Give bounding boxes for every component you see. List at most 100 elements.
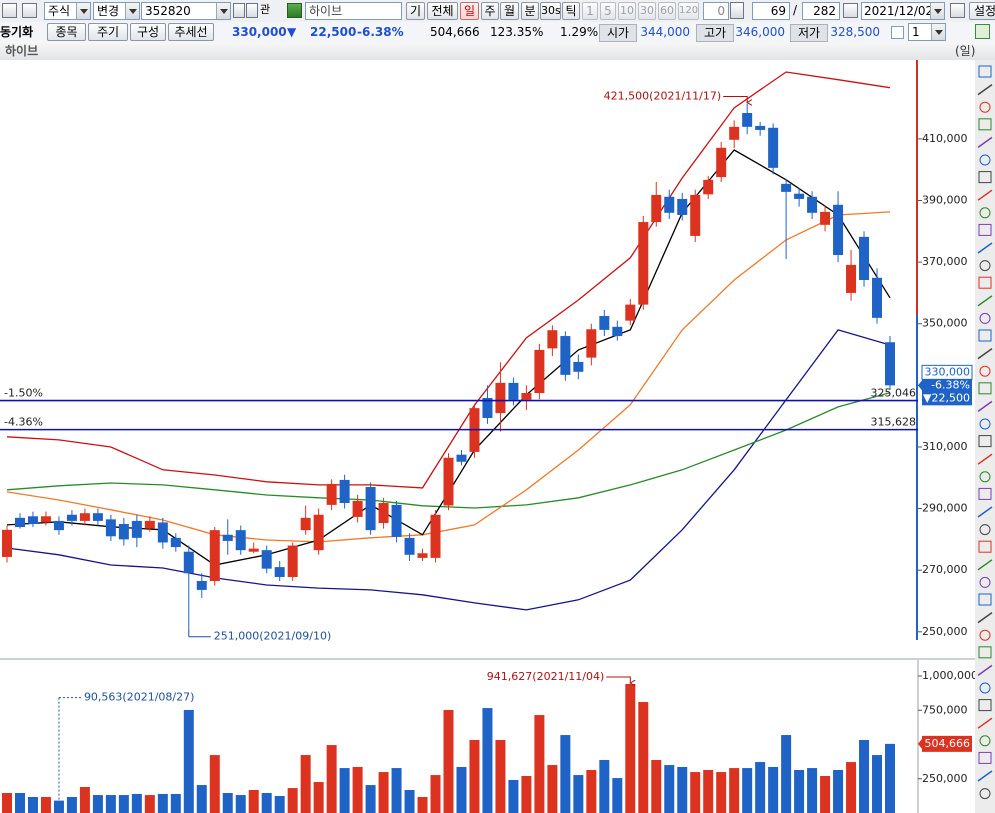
tool-icon[interactable] — [977, 717, 993, 729]
tool-icon[interactable] — [978, 382, 992, 395]
info-button[interactable]: 주기 — [88, 23, 128, 41]
info-button[interactable]: 종목 — [47, 23, 86, 41]
window-icon[interactable] — [22, 3, 37, 18]
shown-input[interactable]: 69 — [752, 2, 790, 20]
menu-icon[interactable] — [2, 3, 17, 18]
code-input[interactable]: 352820 — [141, 2, 231, 20]
tool-icon[interactable] — [978, 118, 992, 131]
candle-body — [755, 125, 766, 130]
tool-icon[interactable] — [978, 699, 992, 712]
tool-icon[interactable] — [977, 559, 993, 571]
volume-bar — [53, 800, 64, 813]
volume-bar — [365, 785, 376, 813]
tool-icon[interactable] — [978, 435, 992, 448]
offset-input[interactable]: 0 — [703, 2, 729, 20]
scale-icon[interactable] — [843, 3, 858, 18]
spinner[interactable] — [730, 2, 744, 19]
tool-icon[interactable] — [978, 171, 992, 184]
candle-body — [885, 342, 895, 386]
tool-icon[interactable] — [979, 682, 991, 694]
tool-icon[interactable] — [978, 223, 992, 236]
tool-icon[interactable] — [977, 347, 993, 360]
volume-bar — [339, 768, 350, 813]
basic-button[interactable]: 기 — [406, 2, 425, 20]
tool-icon[interactable] — [979, 576, 991, 588]
search-icon[interactable] — [233, 3, 245, 18]
tool-icon[interactable] — [979, 629, 991, 641]
add-icon[interactable] — [975, 24, 990, 39]
tool-icon[interactable] — [977, 770, 993, 782]
y-tick-label: 390,000 — [922, 193, 968, 206]
tool-icon[interactable] — [979, 788, 991, 800]
period-button[interactable]: 30s — [540, 2, 561, 20]
tool-icon[interactable] — [978, 65, 992, 78]
candle-body — [547, 330, 558, 349]
candle-body — [131, 520, 142, 538]
candle-body — [222, 534, 233, 541]
candle-body — [144, 520, 155, 529]
count-select[interactable]: 1 — [908, 23, 946, 41]
tool-icon[interactable] — [977, 506, 993, 518]
tool-icon[interactable] — [978, 487, 992, 500]
market-select[interactable]: 주식 — [44, 2, 91, 20]
settings-button[interactable]: 설정 — [969, 2, 995, 20]
tool-icon[interactable] — [978, 540, 992, 553]
minute-button[interactable]: 5 — [600, 2, 616, 20]
checkbox[interactable] — [891, 26, 904, 39]
group-icon[interactable] — [287, 3, 302, 18]
current-price: 330,000 — [232, 25, 287, 39]
info-button[interactable]: 구성 — [130, 23, 166, 41]
tool-icon[interactable] — [979, 418, 991, 430]
tool-icon[interactable] — [979, 365, 991, 377]
sync-label[interactable]: 동기화 — [0, 25, 34, 39]
candle-body — [339, 479, 350, 504]
minute-button[interactable]: 120 — [678, 2, 699, 20]
watch[interactable]: 관 — [260, 3, 271, 16]
tool-icon[interactable] — [977, 453, 993, 465]
tool-icon[interactable] — [979, 207, 991, 219]
period-button[interactable]: 월 — [500, 2, 519, 20]
candle-body — [287, 545, 298, 577]
tool-icon[interactable] — [979, 101, 991, 113]
tool-icon[interactable] — [977, 295, 993, 307]
tool-glyph — [977, 83, 993, 96]
tool-icon[interactable] — [977, 189, 993, 201]
tool-icon[interactable] — [977, 400, 993, 413]
tool-icon[interactable] — [978, 276, 992, 289]
tool-icon[interactable] — [979, 524, 991, 536]
tool-icon[interactable] — [978, 646, 992, 659]
tool-icon[interactable] — [977, 611, 993, 624]
tool-icon[interactable] — [978, 751, 992, 764]
tool-icon[interactable] — [977, 136, 993, 149]
tool-icon[interactable] — [977, 664, 993, 677]
minute-button[interactable]: 1 — [582, 2, 598, 20]
period-button[interactable]: 분 — [521, 2, 539, 20]
volume-bar — [27, 796, 38, 813]
change-select[interactable]: 변경 — [93, 2, 140, 20]
tool-icon[interactable] — [977, 242, 993, 254]
period-button[interactable]: 틱 — [562, 2, 580, 20]
minute-button[interactable]: 60 — [658, 2, 676, 20]
full-button[interactable]: 전체 — [427, 2, 458, 20]
tool-icon[interactable] — [979, 735, 991, 747]
minute-button[interactable]: 10 — [618, 2, 636, 20]
y-tick-label: 750,000 — [922, 703, 968, 716]
tool-icon[interactable] — [978, 329, 992, 342]
period-button[interactable]: 주 — [481, 2, 499, 20]
history-icon[interactable] — [246, 3, 258, 18]
tool-icon[interactable] — [979, 154, 991, 166]
tool-icon[interactable] — [979, 471, 991, 483]
info-button[interactable]: 추세선 — [168, 23, 214, 41]
tool-icon[interactable] — [979, 312, 991, 324]
minute-button[interactable]: 30 — [638, 2, 656, 20]
tool-glyph — [979, 629, 991, 641]
tool-icon[interactable] — [978, 593, 992, 606]
date-input[interactable]: 2021/12/02 — [861, 2, 945, 20]
tool-icon[interactable] — [979, 260, 991, 272]
tool-icon[interactable] — [977, 83, 993, 96]
total-input[interactable]: 282 — [802, 2, 840, 20]
code: 352820 — [145, 4, 191, 18]
save-icon[interactable] — [950, 3, 965, 18]
period-button[interactable]: 일 — [460, 2, 479, 20]
